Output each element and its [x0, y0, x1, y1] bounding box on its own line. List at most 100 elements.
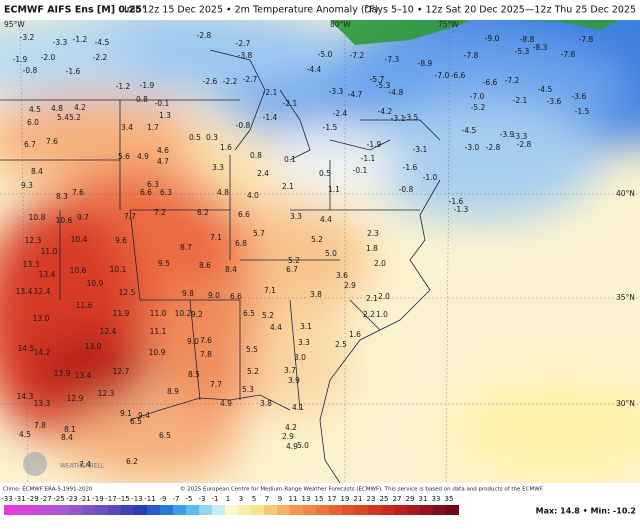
colorbar-swatch — [316, 505, 329, 515]
anomaly-label: 7.2 — [154, 208, 166, 217]
anomaly-label: 4.5 — [19, 430, 31, 439]
anomaly-label: 8.4 — [31, 167, 43, 176]
anomaly-label: -4.5 — [462, 126, 477, 135]
colorbar-swatch — [121, 505, 134, 515]
anomaly-label: 6.6 — [230, 292, 242, 301]
colorbar-label: -21 — [79, 495, 90, 503]
anomaly-label: -2.8 — [517, 140, 532, 149]
colorbar-label: 33 — [432, 495, 441, 503]
colorbar-label: 31 — [419, 495, 428, 503]
coord-label: 30°N — [616, 399, 635, 408]
colorbar-label: 13 — [302, 495, 311, 503]
colorbar-label: -5 — [186, 495, 193, 503]
anomaly-label: -3.1 — [413, 145, 428, 154]
anomaly-label: -1.3 — [454, 205, 469, 214]
anomaly-label: 9.4 — [138, 411, 150, 420]
colorbar-swatch — [160, 505, 173, 515]
anomaly-label: 9.0 — [208, 291, 220, 300]
anomaly-label: 9.3 — [21, 181, 33, 190]
anomaly-label: -1.2 — [73, 35, 88, 44]
colorbar-swatch — [264, 505, 277, 515]
anomaly-label: 7.1 — [264, 286, 276, 295]
anomaly-label: -5.7 — [370, 75, 385, 84]
anomaly-label: 6.3 — [147, 180, 159, 189]
anomaly-label: -5.0 — [318, 50, 333, 59]
anomaly-label: 3.3 — [212, 163, 224, 172]
anomaly-label: 12.5 — [119, 288, 136, 297]
anomaly-label: 5.2 — [288, 256, 300, 265]
anomaly-label: 8.6 — [199, 261, 211, 270]
colorbar-swatch — [355, 505, 368, 515]
anomaly-label: 4.2 — [285, 423, 297, 432]
anomaly-label: -2.1 — [263, 88, 278, 97]
anomaly-label: 5.4 — [57, 113, 69, 122]
colorbar-label: -13 — [131, 495, 142, 503]
colorbar-label: -29 — [27, 495, 38, 503]
anomaly-label: 10.2 — [175, 309, 192, 318]
anomaly-label: -1.0 — [423, 173, 438, 182]
anomaly-label: 4.5 — [29, 105, 41, 114]
colorbar-swatch — [30, 505, 43, 515]
init-line: Init 12z 15 Dec 2025 • 2m Temperature An… — [124, 5, 378, 16]
anomaly-label: 11.6 — [76, 301, 93, 310]
colorbar-swatch — [4, 505, 17, 515]
anomaly-label: 12.4 — [34, 287, 51, 296]
anomaly-label: 6.7 — [286, 265, 298, 274]
anomaly-label: -7.8 — [561, 50, 576, 59]
colorbar-label: -11 — [144, 495, 155, 503]
anomaly-label: 13.9 — [54, 369, 71, 378]
colorbar-label: -23 — [66, 495, 77, 503]
colorbar-label: 9 — [278, 495, 282, 503]
anomaly-label: 8.4 — [61, 433, 73, 442]
anomaly-label: 3.0 — [294, 353, 306, 362]
colorbar-label: 27 — [393, 495, 402, 503]
anomaly-label: 6.6 — [238, 210, 250, 219]
anomaly-label: 12.9 — [67, 394, 84, 403]
anomaly-label: -2.8 — [197, 31, 212, 40]
anomaly-label: -6.6 — [483, 78, 498, 87]
anomaly-label: 4.2 — [74, 103, 86, 112]
anomaly-label: 8.7 — [180, 243, 192, 252]
colorbar-swatch — [290, 505, 303, 515]
anomaly-label: 9.6 — [115, 236, 127, 245]
colorbar-label: 35 — [445, 495, 454, 503]
anomaly-label: 3.8 — [260, 399, 272, 408]
anomaly-label: 3.4 — [121, 123, 133, 132]
anomaly-label: 2.1 — [366, 294, 378, 303]
anomaly-label: 4.4 — [270, 323, 282, 332]
anomaly-label: -2.7 — [236, 39, 251, 48]
anomaly-label: 9.8 — [182, 289, 194, 298]
extremes: Max: 14.8 • Min: -10.2 — [536, 507, 636, 516]
anomaly-label: 3.1 — [300, 322, 312, 331]
anomaly-label: 5.2 — [311, 235, 323, 244]
anomaly-label: 12.4 — [100, 327, 117, 336]
map: -3.2 -3.3 -1.2 -4.5 -1.9 -2.0 -2.2 -0.8 -1.6 -2.8… — [0, 20, 640, 483]
colorbar-label: 21 — [354, 495, 363, 503]
colorbar-swatch — [394, 505, 407, 515]
anomaly-label: 4.8 — [51, 104, 63, 113]
colorbar-label: -7 — [173, 495, 180, 503]
copyright: © 2025 European Centre for Medium-Range … — [180, 486, 544, 493]
coord-label: 75°W — [438, 20, 459, 29]
anomaly-label: -0.1 — [155, 99, 170, 108]
anomaly-label: -1.4 — [263, 113, 278, 122]
anomaly-label: -5.3 — [376, 81, 391, 90]
colorbar-label: 11 — [289, 495, 298, 503]
anomaly-label: -1.6 — [66, 67, 81, 76]
colorbar-label: -31 — [14, 495, 25, 503]
anomaly-label: -3.6 — [547, 97, 562, 106]
anomaly-label: -2.4 — [333, 109, 348, 118]
colorbar-label: -15 — [118, 495, 129, 503]
colorbar-swatch — [147, 505, 160, 515]
anomaly-label: 5.5 — [246, 345, 258, 354]
colorbar-swatch — [381, 505, 394, 515]
colorbar-label: -27 — [40, 495, 51, 503]
colorbar-swatch — [173, 505, 186, 515]
anomaly-label: 4.9 — [286, 442, 298, 451]
anomaly-label: 13.3 — [34, 399, 51, 408]
anomaly-label: 10.8 — [29, 213, 46, 222]
anomaly-label: 0.5 — [319, 169, 331, 178]
colorbar-swatch — [199, 505, 212, 515]
colorbar-swatch — [82, 505, 95, 515]
anomaly-label: -0.8 — [23, 66, 38, 75]
